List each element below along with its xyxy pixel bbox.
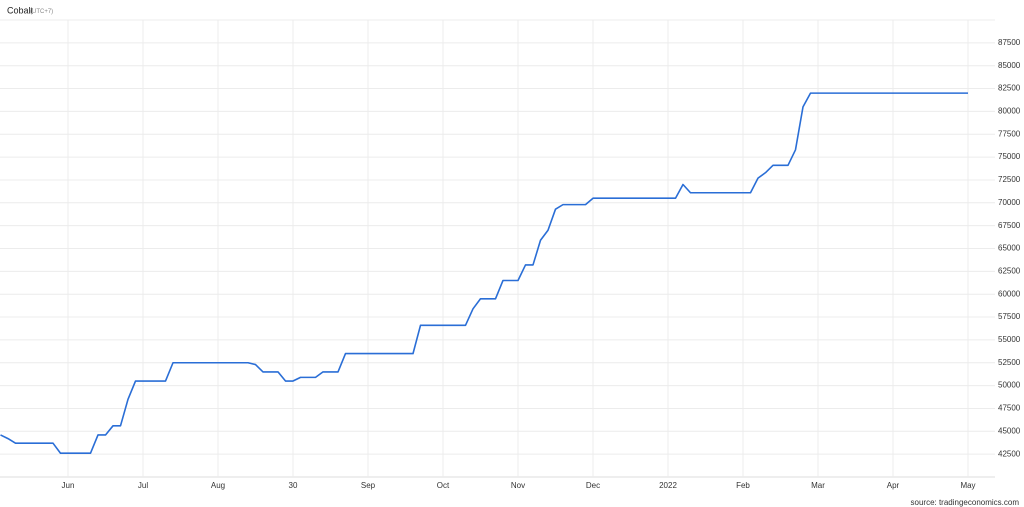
y-tick-label: 77500 bbox=[998, 129, 1021, 138]
x-tick-label: Feb bbox=[736, 481, 750, 490]
x-tick-label: Nov bbox=[511, 481, 525, 490]
y-tick-label: 85000 bbox=[998, 61, 1021, 70]
line bbox=[0, 92, 968, 455]
x-tick-label: Jun bbox=[62, 481, 75, 490]
y-tick-label: 75000 bbox=[998, 152, 1021, 161]
y-tick-label: 62500 bbox=[998, 266, 1021, 275]
x-tick-label: 2022 bbox=[659, 481, 677, 490]
y-tick-label: 60000 bbox=[998, 289, 1021, 298]
x-tick-label: Apr bbox=[887, 481, 900, 490]
x-tick-label: Jul bbox=[138, 481, 148, 490]
x-tick-label: Aug bbox=[211, 481, 225, 490]
y-tick-label: 65000 bbox=[998, 244, 1021, 253]
x-tick-label: Mar bbox=[811, 481, 825, 490]
y-tick-label: 45000 bbox=[998, 426, 1021, 435]
y-tick-label: 72500 bbox=[998, 175, 1021, 184]
y-tick-label: 80000 bbox=[998, 107, 1021, 116]
source: source: tradingeconomics.com bbox=[911, 498, 1020, 507]
y-tick-label: 67500 bbox=[998, 221, 1021, 230]
y-tick-label: 70000 bbox=[998, 198, 1021, 207]
x-tick-label: Dec bbox=[586, 481, 600, 490]
y-tick-label: 52500 bbox=[998, 358, 1021, 367]
y-tick-label: 50000 bbox=[998, 381, 1021, 390]
x-tick-label: Oct bbox=[437, 481, 450, 490]
x-tick-label: Sep bbox=[361, 481, 376, 490]
y-tick-label: 87500 bbox=[998, 38, 1021, 47]
y-tick-label: 47500 bbox=[998, 404, 1021, 413]
x-tick-label: May bbox=[960, 481, 975, 490]
y-tick-label: 57500 bbox=[998, 312, 1021, 321]
chart-subtitle: (UTC+7) bbox=[30, 9, 53, 15]
y-tick-label: 82500 bbox=[998, 84, 1021, 93]
chart-title: Cobalt bbox=[7, 5, 34, 15]
x-tick-label: 30 bbox=[289, 481, 298, 490]
y-tick-label: 55000 bbox=[998, 335, 1021, 344]
y-tick-label: 42500 bbox=[998, 449, 1021, 458]
